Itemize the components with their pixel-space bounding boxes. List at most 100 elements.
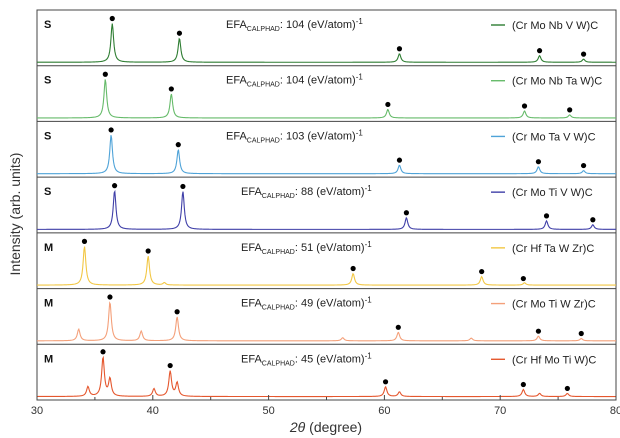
peak-marker-4-4 — [543, 213, 550, 219]
peak-marker-5-3 — [350, 265, 356, 272]
peak-marker-2-5 — [567, 107, 573, 113]
peak-marker-1-1 — [109, 15, 115, 22]
efa-subscript: CALPHAD — [247, 82, 280, 89]
peak-marker-6-1 — [107, 294, 113, 300]
x-tick-label-50: 50 — [262, 405, 274, 417]
pattern-line-6 — [37, 301, 616, 342]
efa-exponent: -1 — [356, 128, 364, 137]
efa-subscript: CALPHAD — [247, 137, 280, 144]
peak-marker-5-2 — [145, 248, 151, 254]
efa-prefix: EFA — [226, 19, 247, 31]
peak-marker-7-4 — [520, 381, 526, 388]
peak-marker-7-5 — [564, 385, 570, 392]
peak-marker-1-2 — [176, 30, 183, 36]
peak-marker-7-2 — [167, 362, 173, 369]
panel-3: S EFACALPHAD: 103 (eV/atom)-1 (Cr Mo Ta V … — [37, 120, 616, 175]
peak-marker-3-3 — [396, 157, 403, 163]
pattern-line-3 — [37, 135, 616, 175]
efa-value: : 88 (eV/atom) — [295, 186, 365, 198]
peak-marker-1-5 — [580, 51, 587, 57]
peak-marker-4-1 — [111, 183, 118, 189]
peak-marker-2-3 — [385, 101, 391, 108]
phase-tag-5: M — [44, 242, 53, 254]
efa-label-6: EFACALPHAD: 49 (eV/atom)-1 — [241, 296, 372, 312]
efa-exponent: -1 — [356, 73, 364, 82]
panel-6: M EFACALPHAD: 49 (eV/atom)-1 (Cr Mo Ti W Z… — [37, 288, 616, 342]
efa-prefix: EFA — [241, 353, 262, 365]
phase-tag-6: M — [44, 298, 53, 310]
efa-label-3: EFACALPHAD: 103 (eV/atom)-1 — [226, 128, 363, 144]
efa-value: : 51 (eV/atom) — [295, 242, 365, 254]
phase-tag-4: S — [44, 186, 51, 198]
panel-7: M EFACALPHAD: 45 (eV/atom)-1 (Cr Hf Mo Ti … — [37, 343, 616, 398]
efa-label-1: EFACALPHAD: 104 (eV/atom)-1 — [226, 17, 363, 33]
efa-label-7: EFACALPHAD: 45 (eV/atom)-1 — [241, 351, 372, 367]
efa-prefix: EFA — [226, 75, 247, 87]
peak-marker-6-3 — [395, 324, 401, 330]
panel-4: S EFACALPHAD: 88 (eV/atom)-1 (Cr Mo Ti V W… — [37, 176, 616, 230]
pattern-line-7 — [37, 355, 616, 398]
panels: S EFACALPHAD: 104 (eV/atom)-1 (Cr Mo Nb V … — [37, 15, 616, 398]
efa-prefix: EFA — [226, 130, 247, 142]
peak-marker-7-3 — [382, 379, 389, 385]
efa-exponent: -1 — [365, 351, 373, 360]
pattern-line-4 — [37, 189, 616, 230]
legend-label-1: (Cr Mo Nb V W)C — [512, 20, 598, 32]
peak-marker-6-4 — [535, 328, 542, 334]
efa-subscript: CALPHAD — [247, 26, 280, 33]
efa-label-5: EFACALPHAD: 51 (eV/atom)-1 — [241, 240, 372, 256]
phase-tag-7: M — [44, 353, 53, 365]
legend-label-5: (Cr Hf Ta W Zr)C — [512, 243, 594, 255]
legend-label-3: (Cr Mo Ta V W)C — [512, 131, 596, 143]
efa-exponent: -1 — [365, 184, 373, 193]
x-tick-label-40: 40 — [147, 405, 159, 417]
phase-tag-3: S — [44, 130, 51, 142]
legend-label-7: (Cr Hf Mo Ti W)C — [512, 354, 596, 366]
efa-subscript: CALPHAD — [262, 193, 295, 200]
efa-prefix: EFA — [241, 186, 262, 198]
x-tick-label-60: 60 — [378, 405, 390, 417]
x-axis-title-symbol: 2θ — [289, 419, 306, 435]
efa-value: : 103 (eV/atom) — [280, 130, 356, 142]
x-tick-label-30: 30 — [31, 405, 43, 417]
phase-tag-1: S — [44, 19, 51, 31]
efa-value: : 45 (eV/atom) — [295, 353, 365, 365]
peak-marker-5-4 — [479, 268, 485, 275]
x-tick-label-80: 80 — [610, 405, 620, 417]
x-tick-label-70: 70 — [494, 405, 506, 417]
panel-1: S EFACALPHAD: 104 (eV/atom)-1 (Cr Mo Nb V … — [37, 15, 616, 63]
pattern-line-1 — [37, 23, 616, 63]
efa-value: : 49 (eV/atom) — [295, 298, 365, 310]
efa-exponent: -1 — [365, 240, 373, 249]
efa-value: : 104 (eV/atom) — [280, 19, 356, 31]
phase-tag-2: S — [44, 75, 51, 87]
peak-marker-1-4 — [536, 48, 543, 54]
efa-subscript: CALPHAD — [262, 305, 295, 312]
peak-marker-3-2 — [175, 142, 181, 148]
peak-marker-5-5 — [520, 275, 526, 282]
efa-prefix: EFA — [241, 298, 262, 310]
peak-marker-4-3 — [403, 210, 410, 216]
peak-marker-3-4 — [535, 159, 542, 165]
peak-marker-1-3 — [396, 46, 403, 52]
efa-prefix: EFA — [241, 242, 262, 254]
efa-exponent: -1 — [365, 296, 373, 305]
legend-label-4: (Cr Mo Ti V W)C — [512, 187, 593, 199]
panel-5: M EFACALPHAD: 51 (eV/atom)-1 (Cr Hf Ta W Z… — [37, 232, 616, 286]
efa-exponent: -1 — [356, 17, 364, 26]
plot-frame — [36, 9, 617, 401]
pattern-line-2 — [37, 79, 616, 119]
x-axis-title: 2θ (degree) — [289, 419, 362, 435]
legend-label-2: (Cr Mo Nb Ta W)C — [512, 76, 602, 88]
peak-marker-2-4 — [521, 103, 528, 109]
peak-marker-3-5 — [580, 162, 587, 169]
peak-marker-7-1 — [100, 349, 106, 355]
efa-label-4: EFACALPHAD: 88 (eV/atom)-1 — [241, 184, 372, 200]
peak-marker-2-2 — [168, 86, 174, 92]
plot-area — [36, 9, 617, 401]
efa-value: : 104 (eV/atom) — [280, 75, 356, 87]
y-axis-title: Intensity (arb. units) — [7, 153, 23, 276]
peak-marker-3-1 — [108, 127, 114, 133]
peak-marker-5-1 — [81, 238, 88, 244]
